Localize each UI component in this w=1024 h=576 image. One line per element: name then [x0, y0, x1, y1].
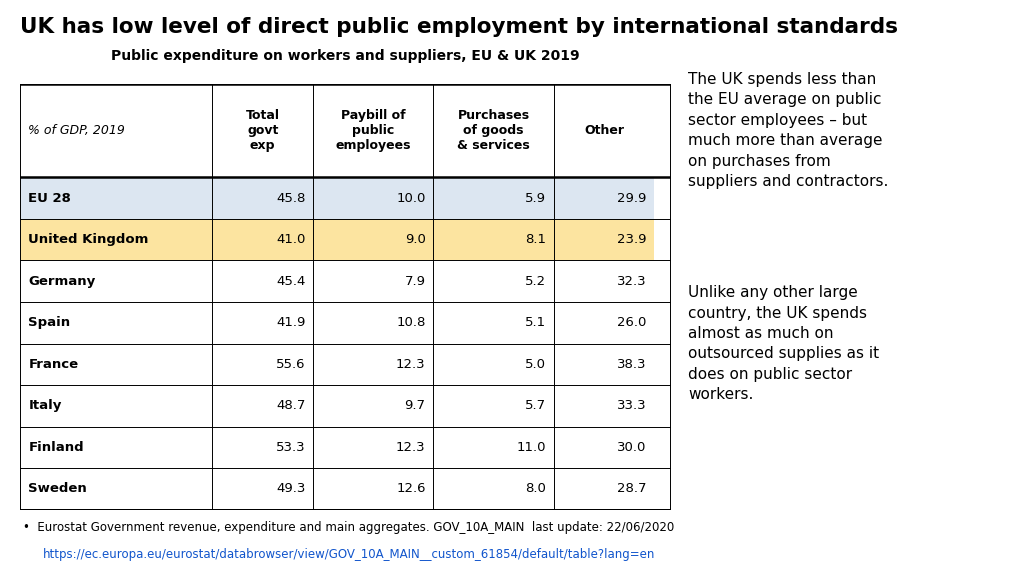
Bar — [433, 219, 554, 260]
Text: 7.9: 7.9 — [404, 275, 426, 287]
Text: •  Eurostat Government revenue, expenditure and main aggregates. GOV_10A_MAIN  l: • Eurostat Government revenue, expenditu… — [23, 521, 674, 535]
Text: United Kingdom: United Kingdom — [29, 233, 148, 246]
Text: 8.1: 8.1 — [525, 233, 546, 246]
Text: 9.0: 9.0 — [404, 233, 426, 246]
Text: Public expenditure on workers and suppliers, EU & UK 2019: Public expenditure on workers and suppli… — [112, 49, 580, 63]
Bar — [313, 177, 433, 219]
Text: 49.3: 49.3 — [275, 483, 305, 495]
Bar — [20, 84, 671, 177]
Text: 26.0: 26.0 — [617, 316, 647, 329]
Bar — [20, 219, 212, 260]
Text: Purchases
of goods
& services: Purchases of goods & services — [457, 109, 529, 152]
Text: UK has low level of direct public employment by international standards: UK has low level of direct public employ… — [20, 17, 898, 37]
Text: 38.3: 38.3 — [617, 358, 647, 371]
Text: 41.0: 41.0 — [275, 233, 305, 246]
Bar — [554, 177, 654, 219]
Text: 41.9: 41.9 — [275, 316, 305, 329]
Text: 5.2: 5.2 — [524, 275, 546, 287]
Bar — [433, 177, 554, 219]
Text: 53.3: 53.3 — [275, 441, 305, 454]
Text: 32.3: 32.3 — [617, 275, 647, 287]
Bar — [554, 219, 654, 260]
Text: 5.9: 5.9 — [525, 192, 546, 204]
Text: https://ec.europa.eu/eurostat/databrowser/view/GOV_10A_MAIN__custom_61854/defaul: https://ec.europa.eu/eurostat/databrowse… — [43, 548, 655, 562]
Text: 5.1: 5.1 — [524, 316, 546, 329]
Text: The UK spends less than
the EU average on public
sector employees – but
much mor: The UK spends less than the EU average o… — [688, 72, 889, 189]
Text: Spain: Spain — [29, 316, 71, 329]
Text: 30.0: 30.0 — [617, 441, 647, 454]
Text: % of GDP, 2019: % of GDP, 2019 — [29, 124, 125, 137]
Text: 48.7: 48.7 — [275, 399, 305, 412]
Text: 28.7: 28.7 — [617, 483, 647, 495]
Text: 45.4: 45.4 — [275, 275, 305, 287]
Text: 12.3: 12.3 — [396, 441, 426, 454]
Text: 9.7: 9.7 — [404, 399, 426, 412]
Text: 12.3: 12.3 — [396, 358, 426, 371]
Text: 55.6: 55.6 — [275, 358, 305, 371]
Text: Finland: Finland — [29, 441, 84, 454]
Text: 5.0: 5.0 — [525, 358, 546, 371]
Text: Unlike any other large
country, the UK spends
almost as much on
outsourced suppl: Unlike any other large country, the UK s… — [688, 285, 880, 402]
Text: Other: Other — [584, 124, 624, 137]
Text: 45.8: 45.8 — [275, 192, 305, 204]
Bar — [212, 177, 313, 219]
Text: 8.0: 8.0 — [525, 483, 546, 495]
Text: 12.6: 12.6 — [396, 483, 426, 495]
Text: 29.9: 29.9 — [617, 192, 647, 204]
Text: Italy: Italy — [29, 399, 61, 412]
Text: 10.0: 10.0 — [396, 192, 426, 204]
Text: 33.3: 33.3 — [617, 399, 647, 412]
Text: Paybill of
public
employees: Paybill of public employees — [336, 109, 411, 152]
Text: Total
govt
exp: Total govt exp — [246, 109, 280, 152]
Text: Sweden: Sweden — [29, 483, 87, 495]
Text: 10.8: 10.8 — [396, 316, 426, 329]
Bar — [212, 219, 313, 260]
Text: 11.0: 11.0 — [516, 441, 546, 454]
Bar — [20, 177, 212, 219]
Bar — [313, 219, 433, 260]
Text: EU 28: EU 28 — [29, 192, 71, 204]
Text: 5.7: 5.7 — [524, 399, 546, 412]
Text: Germany: Germany — [29, 275, 95, 287]
Text: 23.9: 23.9 — [617, 233, 647, 246]
Text: France: France — [29, 358, 79, 371]
